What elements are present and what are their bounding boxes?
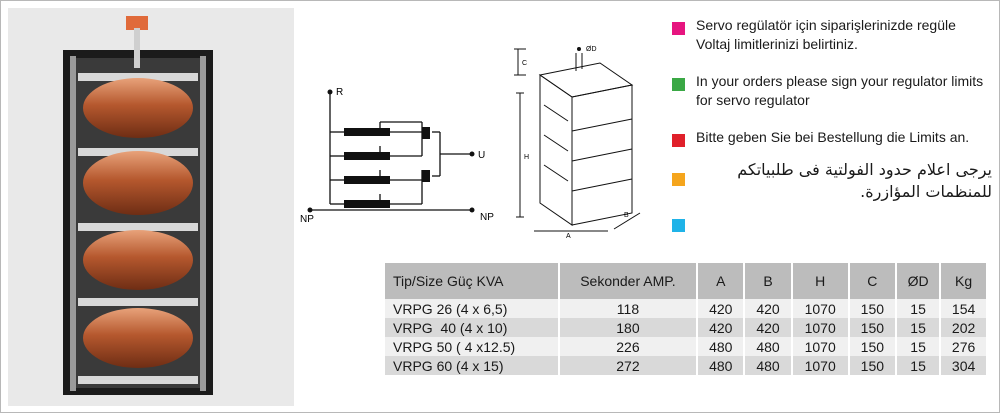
cell-od: 15	[896, 337, 942, 356]
cabinet-label-od: ØD	[586, 46, 597, 53]
note-turkish: Servo regülatör için siparişlerinizde re…	[672, 16, 992, 54]
green-swatch-icon	[672, 78, 685, 91]
cell-h: 1070	[792, 356, 850, 375]
cabinet-drawing: C H A B ØD	[510, 35, 660, 240]
cell-h: 1070	[792, 337, 850, 356]
cell-b: 480	[745, 356, 793, 375]
cell-c: 150	[849, 299, 897, 318]
cell-c: 150	[849, 337, 897, 356]
cell-type: VRPG 50 ( 4 x12.5)	[385, 337, 560, 356]
cell-a: 420	[698, 299, 746, 318]
product-photo	[8, 8, 294, 406]
cell-type: VRPG 26 (4 x 6,5)	[385, 299, 560, 318]
cell-od: 15	[896, 318, 942, 337]
cabinet-label-a: A	[566, 233, 571, 240]
schematic-label-r: R	[336, 87, 343, 98]
cell-a: 480	[698, 356, 746, 375]
schematic-label-np-right: NP	[480, 212, 494, 223]
cell-a: 420	[698, 318, 746, 337]
cell-b: 420	[745, 318, 793, 337]
note-english: In your orders please sign your regulato…	[672, 72, 992, 110]
cell-amp: 272	[559, 356, 699, 375]
note-text: Bitte geben Sie bei Bestellung die Limit…	[696, 129, 970, 145]
wiring-schematic: R U NP NP	[300, 70, 510, 230]
col-header-c: C	[849, 263, 897, 299]
schematic-label-u: U	[478, 150, 485, 161]
col-header-h: H	[792, 263, 850, 299]
note-german: Bitte geben Sie bei Bestellung die Limit…	[672, 128, 992, 147]
cell-c: 150	[849, 356, 897, 375]
col-header-od: ØD	[896, 263, 942, 299]
table-row: VRPG 40 (4 x 10) 180 420 420 1070 150 15…	[385, 318, 986, 337]
pink-swatch-icon	[672, 22, 685, 35]
cabinet-label-h: H	[524, 154, 529, 161]
table-row: VRPG 50 ( 4 x12.5) 226 480 480 1070 150 …	[385, 337, 986, 356]
cell-kg: 276	[941, 337, 986, 356]
col-header-a: A	[698, 263, 746, 299]
cell-a: 480	[698, 337, 746, 356]
table-header-row: Tip/Size Güç KVA Sekonder AMP. A B H C Ø…	[385, 263, 986, 299]
cell-c: 150	[849, 318, 897, 337]
col-header-kg: Kg	[941, 263, 986, 299]
cell-type: VRPG 60 (4 x 15)	[385, 356, 560, 375]
note-text: يرجى اعلام حدود الفولتية فى طلبياتكم للم…	[737, 160, 992, 201]
col-header-type: Tip/Size Güç KVA	[385, 263, 560, 299]
servo-regulator-image	[63, 16, 213, 395]
note-arabic: يرجى اعلام حدود الفولتية فى طلبياتكم للم…	[672, 159, 992, 203]
table-row: VRPG 26 (4 x 6,5) 118 420 420 1070 150 1…	[385, 299, 986, 318]
cell-amp: 226	[559, 337, 699, 356]
spec-table: Tip/Size Güç KVA Sekonder AMP. A B H C Ø…	[385, 263, 986, 375]
cell-h: 1070	[792, 299, 850, 318]
cell-od: 15	[896, 299, 942, 318]
blue-swatch-icon	[672, 219, 685, 232]
note-empty	[672, 219, 992, 235]
col-header-b: B	[745, 263, 793, 299]
note-text: In your orders please sign your regulato…	[696, 73, 984, 108]
cell-kg: 202	[941, 318, 986, 337]
cell-kg: 154	[941, 299, 986, 318]
note-text: Servo regülatör için siparişlerinizde re…	[696, 17, 956, 52]
cell-b: 480	[745, 337, 793, 356]
cell-type: VRPG 40 (4 x 10)	[385, 318, 560, 337]
cabinet-label-c: C	[522, 60, 527, 67]
cell-kg: 304	[941, 356, 986, 375]
orange-swatch-icon	[672, 173, 685, 186]
cabinet-label-b: B	[624, 212, 629, 219]
cell-amp: 180	[559, 318, 699, 337]
table-row: VRPG 60 (4 x 15) 272 480 480 1070 150 15…	[385, 356, 986, 375]
order-notes: Servo regülatör için siparişlerinizde re…	[672, 16, 992, 235]
cell-b: 420	[745, 299, 793, 318]
cell-amp: 118	[559, 299, 699, 318]
cell-od: 15	[896, 356, 942, 375]
cell-h: 1070	[792, 318, 850, 337]
schematic-label-np-left: NP	[300, 214, 314, 225]
red-swatch-icon	[672, 134, 685, 147]
col-header-amp: Sekonder AMP.	[559, 263, 699, 299]
